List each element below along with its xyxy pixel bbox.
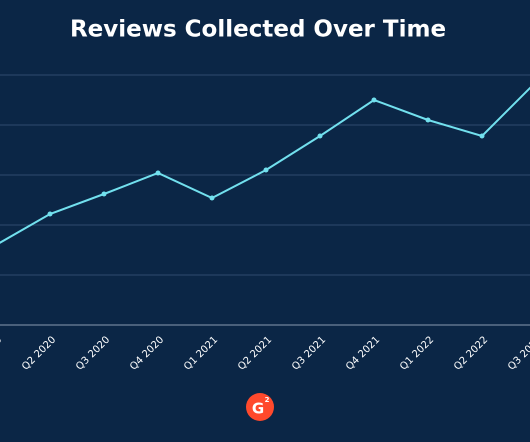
point <box>263 167 269 173</box>
point <box>209 195 215 201</box>
logo-circle <box>246 393 274 421</box>
point <box>479 133 485 139</box>
point <box>317 133 323 139</box>
point <box>47 211 53 217</box>
point <box>425 117 431 123</box>
logo: G 2 <box>246 393 274 421</box>
logo-sup: 2 <box>265 396 270 404</box>
chart-title: Reviews Collected Over Time <box>70 17 446 43</box>
point <box>155 170 161 176</box>
logo-letter: G <box>252 400 264 418</box>
point <box>101 191 107 197</box>
point <box>371 97 377 103</box>
